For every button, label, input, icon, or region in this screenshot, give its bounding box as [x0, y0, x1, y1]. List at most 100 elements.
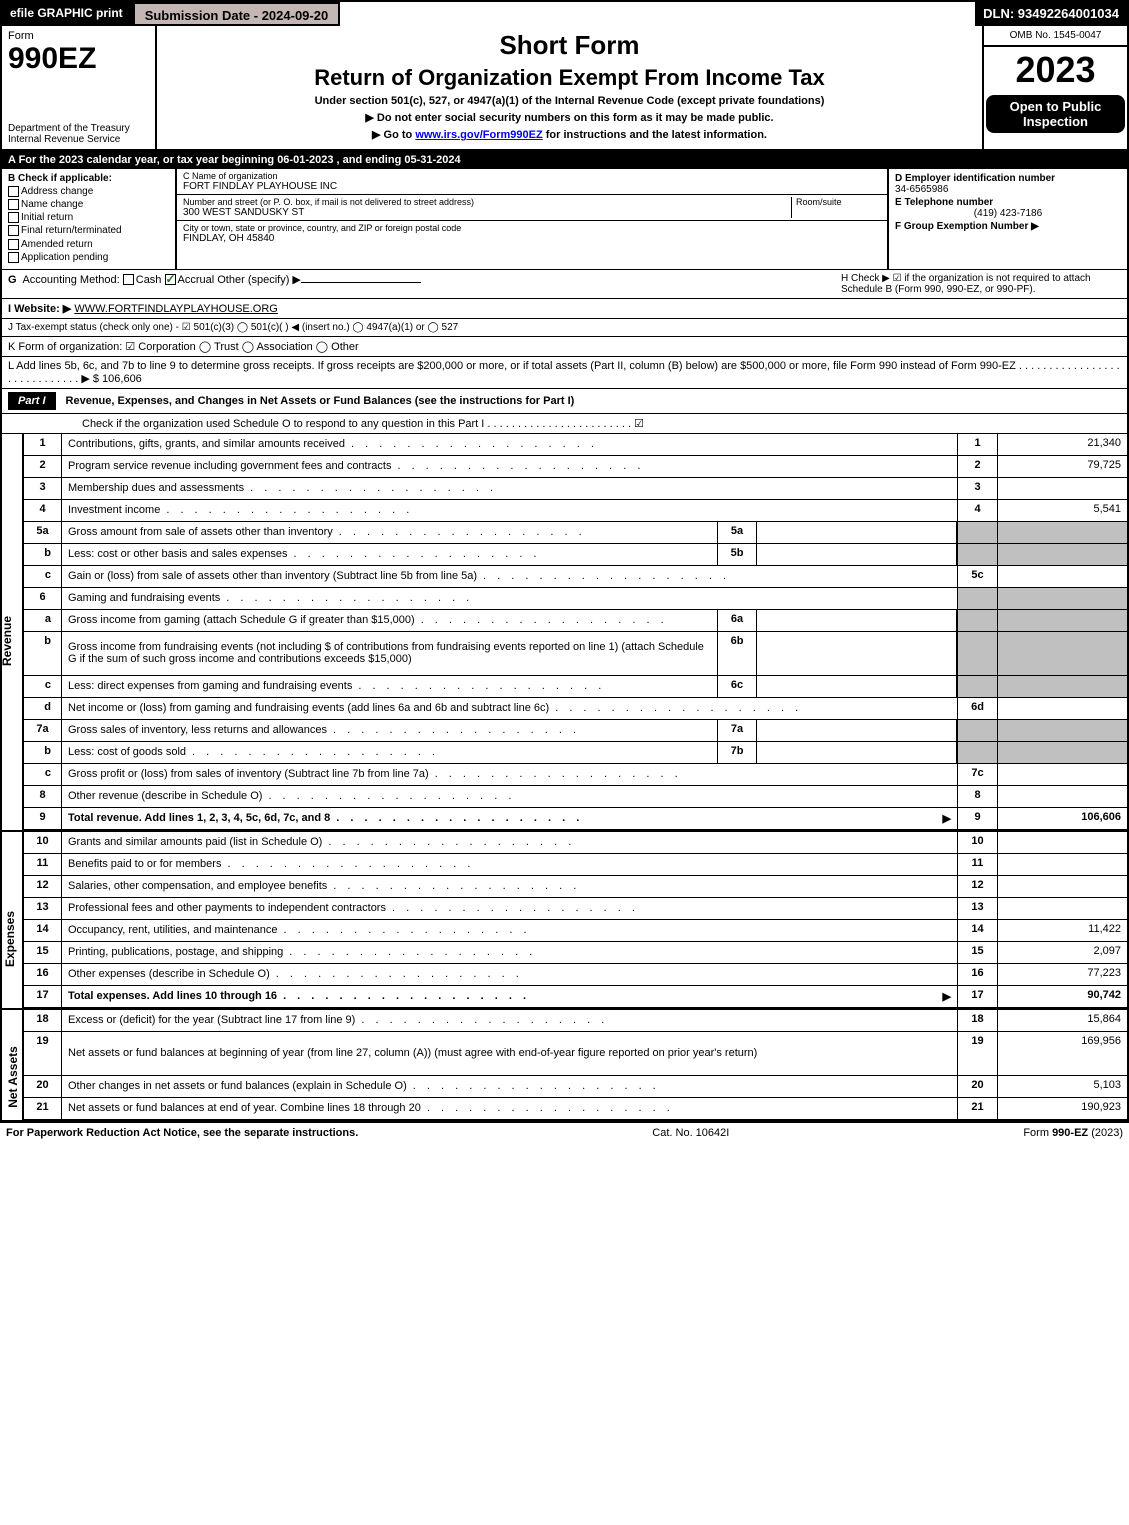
line-num: 20 — [24, 1076, 62, 1097]
line-9: 9Total revenue. Add lines 1, 2, 3, 4, 5c… — [24, 808, 1127, 830]
line-col: 4 — [957, 500, 997, 521]
section-j: J Tax-exempt status (check only one) - ☑… — [2, 319, 1127, 337]
dept-label: Department of the Treasury Internal Reve… — [8, 123, 149, 145]
subline-value — [757, 632, 957, 675]
group-label: F Group Exemption Number ▶ — [895, 221, 1121, 232]
line-num: c — [24, 764, 62, 785]
line-8: 8Other revenue (describe in Schedule O) … — [24, 786, 1127, 808]
line-col: 15 — [957, 942, 997, 963]
city-label: City or town, state or province, country… — [183, 223, 881, 233]
open-public-badge: Open to Public Inspection — [986, 95, 1125, 133]
line-num: 5a — [24, 522, 62, 543]
line-18: 18Excess or (deficit) for the year (Subt… — [24, 1010, 1127, 1032]
line-16: 16Other expenses (describe in Schedule O… — [24, 964, 1127, 986]
line-amount — [997, 832, 1127, 853]
line-col: 18 — [957, 1010, 997, 1031]
section-g-h: G Accounting Method: Cash Accrual Other … — [2, 270, 1127, 299]
accrual-checkbox[interactable] — [165, 274, 176, 285]
line-amount: 169,956 — [997, 1032, 1127, 1075]
form-label: Form — [8, 30, 149, 42]
city-value: FINDLAY, OH 45840 — [183, 233, 881, 244]
room-label: Room/suite — [796, 197, 881, 207]
line-12: 12Salaries, other compensation, and empl… — [24, 876, 1127, 898]
street-value: 300 WEST SANDUSKY ST — [183, 207, 791, 218]
line-desc: Net assets or fund balances at end of ye… — [62, 1098, 957, 1119]
line-col — [957, 632, 997, 675]
line-col: 12 — [957, 876, 997, 897]
section-k: K Form of organization: ☑ Corporation ◯ … — [2, 337, 1127, 357]
line-desc: Gaming and fundraising events . . . . . … — [62, 588, 957, 609]
subline-value — [757, 720, 957, 741]
line-amount: 11,422 — [997, 920, 1127, 941]
line-desc: Gain or (loss) from sale of assets other… — [62, 566, 957, 587]
check-name-change[interactable]: Name change — [8, 199, 169, 210]
line-desc: Membership dues and assessments . . . . … — [62, 478, 957, 499]
line-amount — [997, 764, 1127, 785]
subline-label: 7a — [717, 720, 757, 741]
line-num: 8 — [24, 786, 62, 807]
line-17: 17Total expenses. Add lines 10 through 1… — [24, 986, 1127, 1008]
check-application-pending[interactable]: Application pending — [8, 252, 169, 263]
section-c: C Name of organization FORT FINDLAY PLAY… — [177, 169, 887, 269]
line-col — [957, 676, 997, 697]
subline-value — [757, 522, 957, 543]
check-address-change[interactable]: Address change — [8, 186, 169, 197]
line-14: 14Occupancy, rent, utilities, and mainte… — [24, 920, 1127, 942]
expenses-section: Expenses 10Grants and similar amounts pa… — [2, 830, 1127, 1008]
cash-checkbox[interactable] — [123, 274, 134, 285]
line-c: cGain or (loss) from sale of assets othe… — [24, 566, 1127, 588]
subline-value — [757, 676, 957, 697]
line-a: aGross income from gaming (attach Schedu… — [24, 610, 1127, 632]
line-amount — [997, 588, 1127, 609]
short-form-title: Short Form — [161, 30, 978, 61]
line-amount: 5,103 — [997, 1076, 1127, 1097]
line-col: 10 — [957, 832, 997, 853]
section-d-e-f: D Employer identification number 34-6565… — [887, 169, 1127, 269]
revenue-vlabel: Revenue — [2, 434, 24, 830]
check-amended-return[interactable]: Amended return — [8, 239, 169, 250]
line-amount — [997, 676, 1127, 697]
line-desc: Less: direct expenses from gaming and fu… — [62, 676, 717, 697]
ein-value: 34-6565986 — [895, 184, 1121, 195]
revenue-section: Revenue 1Contributions, gifts, grants, a… — [2, 434, 1127, 830]
line-num: 3 — [24, 478, 62, 499]
line-num: 11 — [24, 854, 62, 875]
line-num: 13 — [24, 898, 62, 919]
arrow-icon: ▶ — [943, 990, 951, 1003]
section-g: G Accounting Method: Cash Accrual Other … — [8, 273, 841, 295]
check-final-return[interactable]: Final return/terminated — [8, 225, 169, 236]
line-col: 9 — [957, 808, 997, 829]
other-label: Other (specify) ▶ — [217, 274, 301, 286]
line-amount — [997, 876, 1127, 897]
line-num: 7a — [24, 720, 62, 741]
check-initial-return[interactable]: Initial return — [8, 212, 169, 223]
line-4: 4Investment income . . . . . . . . . . .… — [24, 500, 1127, 522]
irs-link[interactable]: www.irs.gov/Form990EZ — [415, 129, 542, 141]
top-bar: efile GRAPHIC print Submission Date - 20… — [2, 2, 1127, 26]
other-underline — [301, 282, 421, 283]
line-desc: Occupancy, rent, utilities, and maintena… — [62, 920, 957, 941]
line-desc: Professional fees and other payments to … — [62, 898, 957, 919]
line-d: dNet income or (loss) from gaming and fu… — [24, 698, 1127, 720]
line-20: 20Other changes in net assets or fund ba… — [24, 1076, 1127, 1098]
line-num: b — [24, 544, 62, 565]
line-amount: 2,097 — [997, 942, 1127, 963]
street-label: Number and street (or P. O. box, if mail… — [183, 197, 791, 207]
city-row: City or town, state or province, country… — [177, 221, 887, 246]
line-num: b — [24, 632, 62, 675]
line-desc: Total expenses. Add lines 10 through 16 … — [62, 986, 957, 1007]
line-col: 21 — [957, 1098, 997, 1119]
page-footer: For Paperwork Reduction Act Notice, see … — [0, 1122, 1129, 1143]
line-num: 17 — [24, 986, 62, 1007]
line-amount: 5,541 — [997, 500, 1127, 521]
line-col: 16 — [957, 964, 997, 985]
efile-label[interactable]: efile GRAPHIC print — [2, 2, 133, 26]
section-b: B Check if applicable: Address change Na… — [2, 169, 177, 269]
subline-label: 5b — [717, 544, 757, 565]
line-col — [957, 720, 997, 741]
line-amount: 15,864 — [997, 1010, 1127, 1031]
line-c: cLess: direct expenses from gaming and f… — [24, 676, 1127, 698]
line-num: 15 — [24, 942, 62, 963]
tax-year: 2023 — [984, 47, 1127, 93]
line-amount: 90,742 — [997, 986, 1127, 1007]
